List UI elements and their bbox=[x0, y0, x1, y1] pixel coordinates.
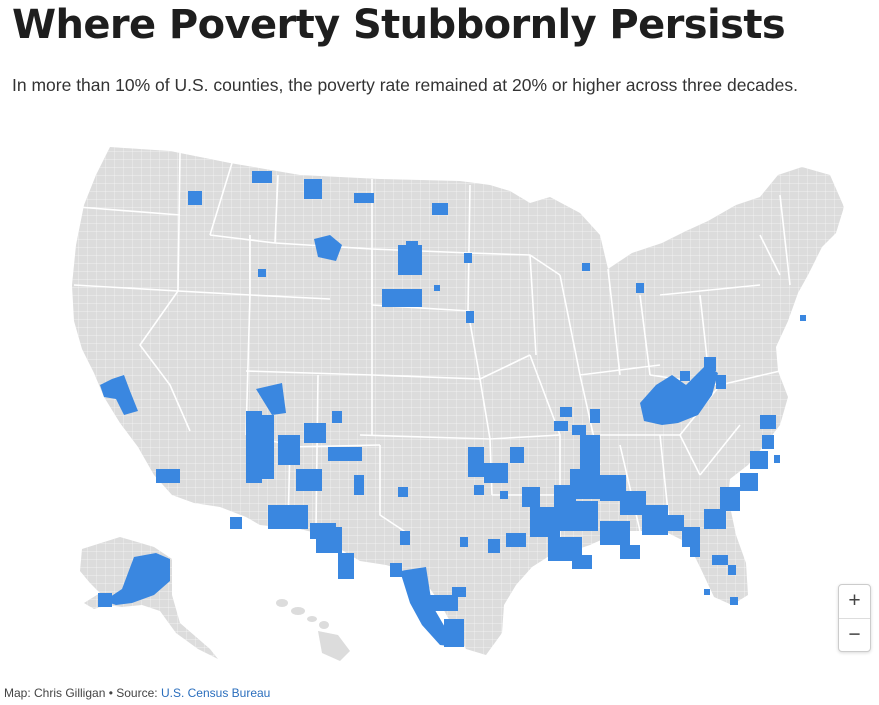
zoom-in-button[interactable]: + bbox=[848, 589, 861, 612]
us-county-map[interactable] bbox=[60, 135, 860, 670]
contiguous-us-landmass bbox=[72, 147, 844, 655]
zoom-controls: + − bbox=[838, 584, 871, 652]
source-link[interactable]: U.S. Census Bureau bbox=[160, 686, 271, 700]
credit-separator: • bbox=[105, 686, 117, 700]
hawaii-inset bbox=[276, 599, 350, 661]
page-subtitle: In more than 10% of U.S. counties, the p… bbox=[12, 75, 798, 95]
map-credit: Map: Chris Gilligan • Source: U.S. Censu… bbox=[4, 686, 270, 700]
persistent-poverty-counties[interactable] bbox=[100, 171, 806, 647]
zoom-out-button[interactable]: − bbox=[839, 618, 870, 651]
page-title: Where Poverty Stubbornly Persists bbox=[12, 2, 786, 48]
alaska-inset bbox=[80, 537, 218, 659]
alaska-highlight bbox=[104, 553, 170, 605]
map-author: Map: Chris Gilligan bbox=[4, 686, 106, 700]
source-label: Source: bbox=[116, 686, 161, 700]
